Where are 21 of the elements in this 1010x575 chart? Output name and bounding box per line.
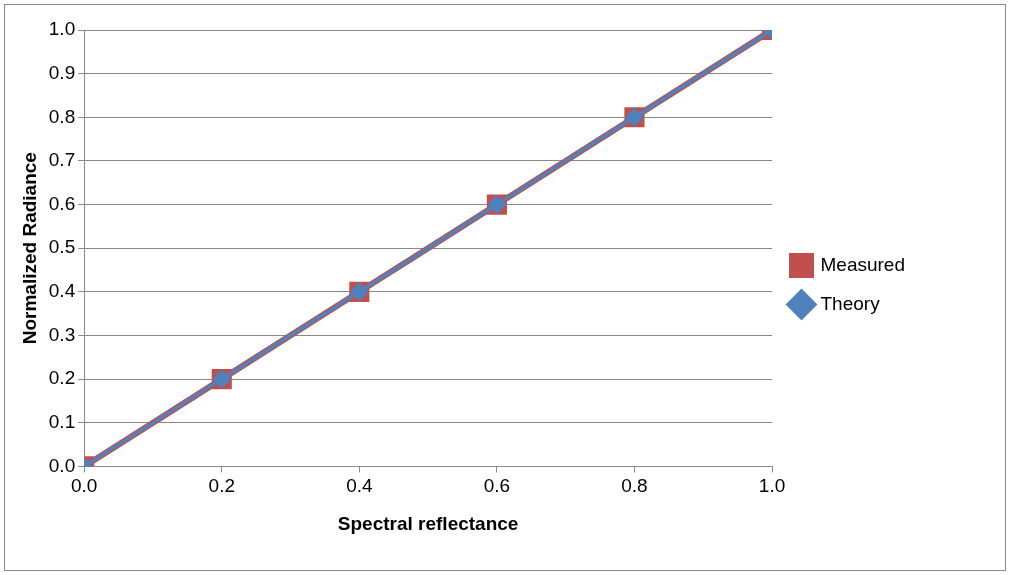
x-tick-label: 1.0 — [758, 475, 786, 497]
x-tick-label: 0.0 — [71, 475, 98, 497]
y-tick-label: 1.0 — [48, 18, 76, 40]
x-axis-title: Spectral reflectance — [337, 512, 519, 534]
legend-label: Measured — [820, 253, 906, 275]
y-tick-label: 0.3 — [48, 323, 76, 345]
y-axis-title: Normalized Radiance — [18, 152, 40, 345]
x-tick-label: 0.8 — [621, 475, 648, 497]
y-tick-label: 0.5 — [48, 236, 76, 258]
y-tick-label: 0.6 — [48, 192, 76, 214]
y-tick-label: 0.0 — [48, 454, 76, 476]
y-tick-label: 0.2 — [48, 367, 76, 389]
x-tick-label: 0.6 — [483, 475, 511, 497]
y-tick-label: 0.9 — [48, 61, 76, 83]
y-tick-label: 0.7 — [48, 149, 76, 171]
y-tick-label: 0.8 — [48, 105, 76, 127]
x-tick-label: 0.4 — [346, 475, 373, 497]
y-tick-label: 0.4 — [48, 280, 76, 302]
legend-label: Theory — [820, 292, 881, 314]
y-tick-label: 0.1 — [48, 410, 76, 432]
x-tick-label: 0.2 — [208, 475, 235, 497]
